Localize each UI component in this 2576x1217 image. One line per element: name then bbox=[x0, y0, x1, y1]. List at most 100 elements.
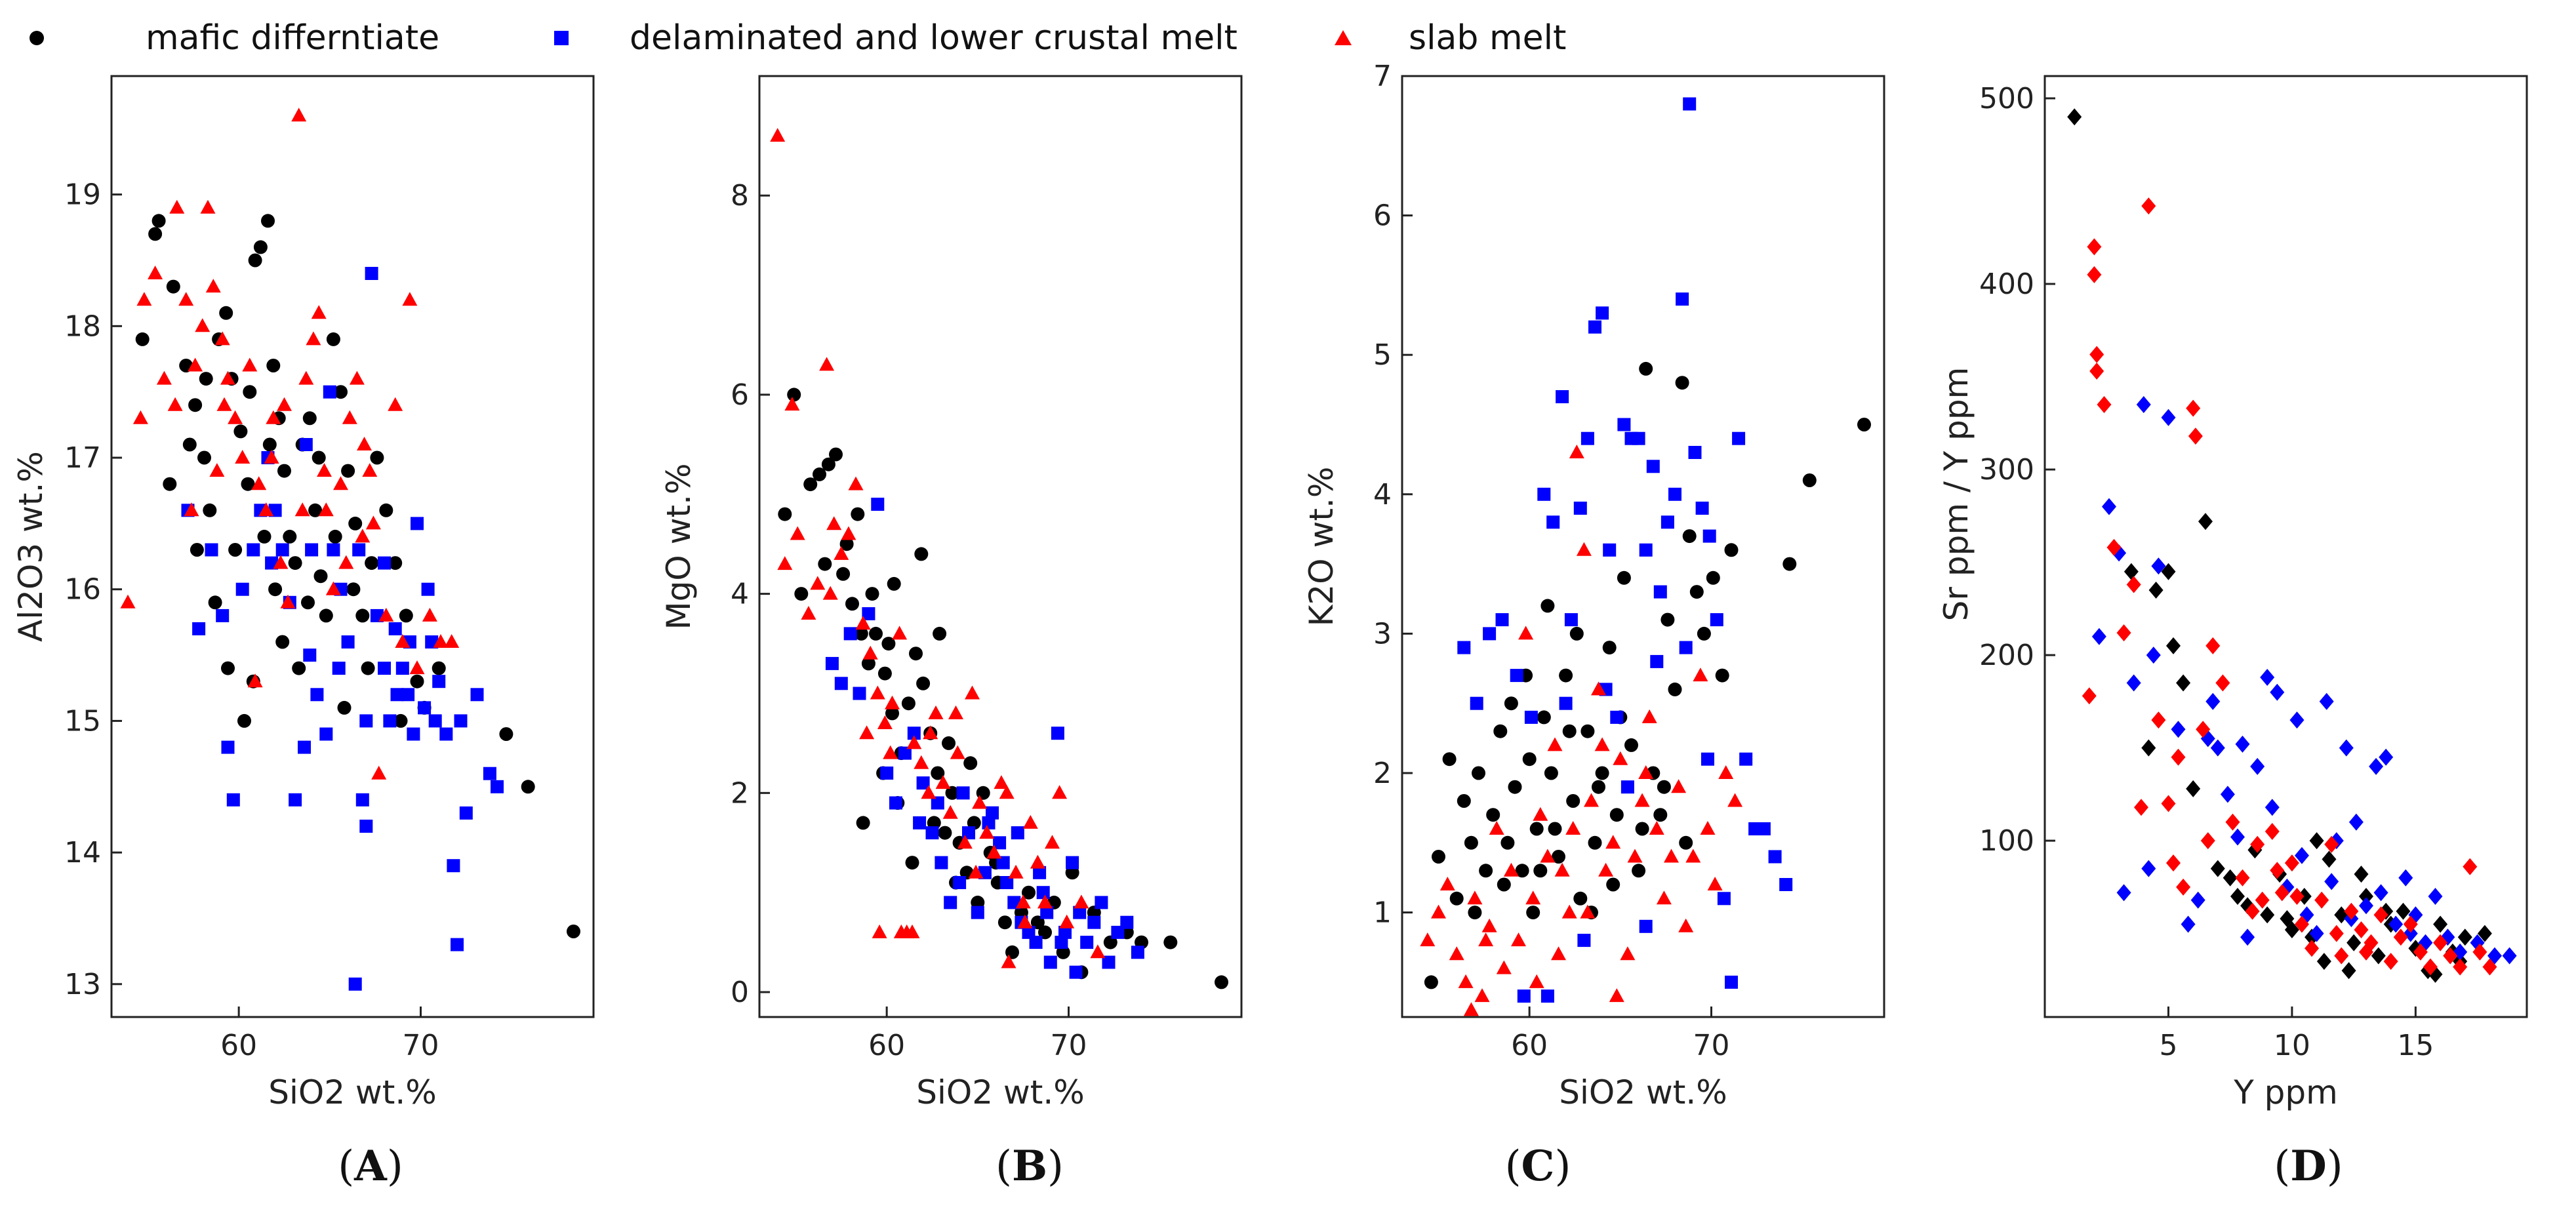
data-point bbox=[346, 582, 361, 597]
data-point bbox=[1548, 822, 1562, 836]
data-point bbox=[770, 128, 786, 142]
data-point bbox=[2116, 884, 2131, 902]
data-point bbox=[2274, 884, 2289, 902]
data-point bbox=[2106, 538, 2122, 556]
data-point bbox=[1802, 473, 1817, 487]
data-point bbox=[433, 634, 449, 648]
data-point bbox=[318, 502, 334, 517]
data-point bbox=[359, 714, 373, 728]
data-point bbox=[192, 622, 206, 635]
data-point bbox=[451, 938, 464, 951]
data-point bbox=[829, 447, 843, 462]
data-point bbox=[2087, 266, 2102, 283]
data-point bbox=[361, 661, 375, 675]
data-point bbox=[2371, 947, 2386, 965]
data-point bbox=[348, 977, 362, 991]
data-point bbox=[921, 785, 936, 799]
data-point bbox=[262, 437, 277, 452]
data-point bbox=[242, 357, 258, 372]
y-axis-label: MgO wt.% bbox=[660, 463, 698, 629]
data-point bbox=[390, 688, 404, 702]
data-point bbox=[1102, 955, 1116, 969]
data-point bbox=[1022, 885, 1036, 900]
data-point bbox=[2082, 687, 2097, 705]
data-point bbox=[887, 576, 901, 591]
data-point bbox=[2200, 832, 2215, 850]
data-point bbox=[1632, 864, 1646, 878]
data-point bbox=[931, 796, 944, 810]
data-point bbox=[2223, 869, 2238, 887]
x-tick-label: 70 bbox=[403, 1029, 439, 1062]
data-point bbox=[1131, 946, 1144, 959]
series-delaminated-and-lower-crustal-melt bbox=[1457, 97, 1793, 1003]
y-tick-label: 8 bbox=[731, 179, 749, 212]
y-tick-label: 4 bbox=[731, 578, 749, 611]
data-point bbox=[273, 555, 289, 569]
data-point bbox=[1472, 766, 1485, 780]
data-point bbox=[821, 457, 835, 471]
data-point bbox=[1561, 904, 1577, 919]
data-point bbox=[986, 845, 1002, 859]
y-axis-label: Sr ppm / Y ppm bbox=[1937, 367, 1975, 622]
data-point bbox=[1030, 854, 1045, 869]
data-point bbox=[221, 661, 235, 675]
data-point bbox=[2151, 711, 2166, 729]
data-point bbox=[199, 372, 213, 386]
data-point bbox=[151, 214, 166, 228]
data-point bbox=[848, 476, 864, 490]
x-tick-label: 70 bbox=[1693, 1029, 1730, 1062]
data-point bbox=[1639, 919, 1653, 933]
data-point bbox=[219, 306, 233, 320]
data-point bbox=[248, 253, 262, 268]
data-point bbox=[2304, 940, 2320, 957]
data-point bbox=[247, 673, 263, 688]
data-point bbox=[303, 648, 317, 662]
data-point bbox=[2482, 958, 2497, 976]
data-point bbox=[885, 706, 899, 721]
data-point bbox=[370, 450, 384, 465]
data-point bbox=[913, 816, 927, 829]
data-point bbox=[228, 410, 243, 424]
data-point bbox=[422, 607, 437, 622]
data-point bbox=[843, 627, 857, 641]
data-point bbox=[1540, 599, 1555, 613]
data-point bbox=[182, 437, 197, 452]
data-point bbox=[378, 607, 394, 622]
data-point bbox=[859, 725, 875, 740]
data-point bbox=[247, 543, 260, 557]
panel-D: 5 10 15 100 200 300 400 500 Y ppm Sr ppm / Y ppm (… bbox=[1937, 75, 2528, 1191]
data-point bbox=[2284, 854, 2299, 872]
data-point bbox=[1036, 886, 1050, 900]
data-point bbox=[877, 666, 892, 681]
y-tick-label: 1 bbox=[1373, 896, 1392, 930]
data-point bbox=[869, 626, 883, 641]
x-tick-label: 60 bbox=[1511, 1029, 1548, 1062]
data-point bbox=[1000, 876, 1014, 889]
data-point bbox=[1594, 737, 1610, 751]
data-point bbox=[167, 397, 183, 411]
x-axis-label: SiO2 wt.% bbox=[1559, 1073, 1727, 1111]
data-point bbox=[1043, 955, 1057, 969]
data-point bbox=[302, 411, 317, 426]
data-point bbox=[2116, 624, 2131, 642]
data-point bbox=[2136, 396, 2151, 413]
data-point bbox=[1022, 814, 1038, 829]
data-point bbox=[1595, 766, 1609, 780]
data-point bbox=[188, 357, 203, 372]
data-point bbox=[1657, 780, 1671, 794]
data-point bbox=[169, 199, 185, 214]
x-tick-label: 60 bbox=[868, 1029, 905, 1062]
data-point bbox=[906, 735, 922, 749]
data-point bbox=[1552, 850, 1565, 864]
data-point bbox=[1693, 668, 1708, 682]
data-point bbox=[1617, 418, 1631, 431]
data-point bbox=[1715, 668, 1729, 683]
data-point bbox=[1547, 737, 1563, 751]
data-point bbox=[979, 825, 995, 839]
data-point bbox=[2373, 906, 2388, 924]
data-point bbox=[2087, 238, 2102, 256]
data-point bbox=[388, 556, 403, 570]
data-point bbox=[1022, 925, 1036, 939]
data-point bbox=[1489, 821, 1504, 835]
data-point bbox=[1580, 904, 1596, 919]
